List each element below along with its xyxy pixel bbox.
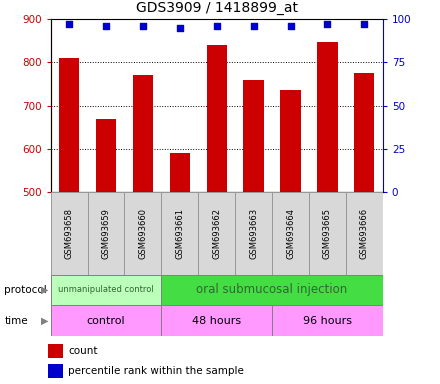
Bar <box>206 45 227 192</box>
Bar <box>88 192 125 275</box>
Text: GSM693658: GSM693658 <box>65 208 73 259</box>
Title: GDS3909 / 1418899_at: GDS3909 / 1418899_at <box>136 2 298 15</box>
Text: oral submucosal injection: oral submucosal injection <box>196 283 348 296</box>
Text: GSM693659: GSM693659 <box>102 208 110 259</box>
Bar <box>243 80 264 192</box>
Point <box>213 23 220 29</box>
Text: GSM693662: GSM693662 <box>212 208 221 259</box>
Bar <box>317 42 337 192</box>
Text: GSM693661: GSM693661 <box>175 208 184 259</box>
Text: protocol: protocol <box>4 285 47 295</box>
Bar <box>346 192 383 275</box>
Bar <box>96 119 116 192</box>
Text: GSM693666: GSM693666 <box>360 208 369 259</box>
Bar <box>51 192 88 275</box>
Point <box>176 25 183 31</box>
Point <box>361 22 368 28</box>
Point <box>66 22 73 28</box>
Text: GSM693664: GSM693664 <box>286 208 295 259</box>
Text: 48 hours: 48 hours <box>192 316 241 326</box>
Text: 96 hours: 96 hours <box>303 316 352 326</box>
Text: GSM693660: GSM693660 <box>138 208 147 259</box>
Bar <box>48 344 63 358</box>
Text: ▶: ▶ <box>40 316 48 326</box>
Point <box>103 23 110 29</box>
Bar <box>161 275 383 305</box>
Text: percentile rank within the sample: percentile rank within the sample <box>68 366 244 376</box>
Point <box>287 23 294 29</box>
Bar <box>198 192 235 275</box>
Point <box>250 23 257 29</box>
Bar <box>354 73 374 192</box>
Text: ▶: ▶ <box>40 285 48 295</box>
Text: GSM693665: GSM693665 <box>323 208 332 259</box>
Bar <box>133 75 153 192</box>
Bar <box>280 89 301 192</box>
Point <box>324 22 331 28</box>
Bar <box>161 192 198 275</box>
Text: time: time <box>4 316 28 326</box>
Bar <box>272 305 383 336</box>
Bar <box>309 192 346 275</box>
Bar <box>125 192 161 275</box>
Bar <box>51 305 161 336</box>
Text: count: count <box>68 346 98 356</box>
Bar <box>161 305 272 336</box>
Bar <box>59 58 79 192</box>
Bar <box>272 192 309 275</box>
Text: unmanipulated control: unmanipulated control <box>58 285 154 295</box>
Text: control: control <box>87 316 125 326</box>
Text: GSM693663: GSM693663 <box>249 208 258 259</box>
Bar <box>51 275 161 305</box>
Bar <box>170 153 190 192</box>
Bar <box>235 192 272 275</box>
Bar <box>48 364 63 378</box>
Point <box>139 23 147 29</box>
